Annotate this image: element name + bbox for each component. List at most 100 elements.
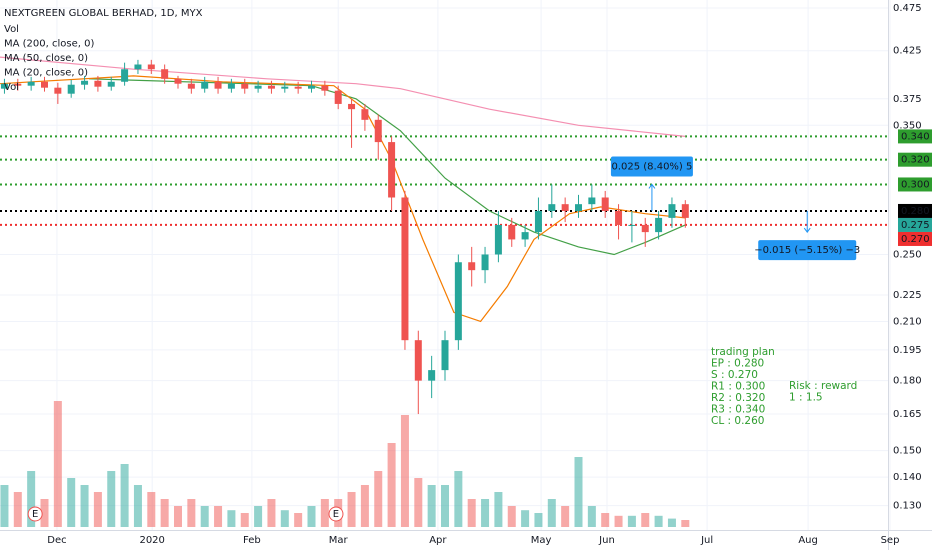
volume-bar (481, 499, 490, 527)
volume-bar (347, 492, 356, 527)
volume-bar (521, 510, 530, 527)
x-tick-label: May (531, 535, 552, 546)
volume-bar (200, 506, 209, 527)
volume-bar (160, 499, 169, 527)
y-tick-label: 0.350 (893, 120, 922, 131)
y-tick-label: 0.150 (893, 446, 922, 457)
candle-body (414, 340, 422, 381)
candle-body (468, 262, 476, 271)
plan-line: S : 0.270 (711, 369, 758, 381)
volume-bar (107, 471, 116, 527)
volume-bar (547, 499, 556, 527)
volume-bar (454, 471, 463, 527)
volume-bar (267, 499, 276, 527)
y-tick-label: 0.195 (893, 345, 922, 356)
legend: Vol MA (200, close, 0) MA (50, close, 0) MA… (4, 24, 94, 93)
volume-bar (147, 492, 156, 527)
candle-body (241, 83, 249, 89)
candle-body (481, 254, 489, 271)
volume-bar (0, 485, 9, 527)
candle-body (628, 224, 636, 226)
legend-entry: MA (50, close, 0) (4, 53, 88, 64)
event-marker (27, 506, 43, 522)
y-tick-label: 0.375 (893, 94, 922, 105)
y-tick-label: 0.130 (893, 501, 922, 512)
candle-body (494, 224, 502, 255)
plan-line: R2 : 0.320 (711, 392, 765, 404)
candle-body (27, 81, 35, 86)
volume-bar (214, 506, 223, 527)
x-tick-label: 2020 (139, 535, 164, 546)
y-tick-label: 0.140 (893, 472, 922, 483)
volume-bar (681, 520, 690, 527)
x-tick-label: Mar (329, 535, 349, 546)
legend-entry: Vol (4, 24, 19, 35)
measure-label: 0.025 (8.40%) 5 (611, 161, 692, 172)
candle-body (254, 85, 262, 89)
volume-bar (227, 510, 236, 527)
y-tick-label: 0.165 (893, 409, 922, 420)
candle-body (561, 204, 569, 211)
measure-box (610, 156, 693, 177)
candle-body (681, 204, 689, 218)
candle-body (227, 83, 235, 89)
candle-body (361, 109, 369, 120)
chart-title: NEXTGREEN GLOBAL BERHAD, 1D, MYX (4, 8, 203, 19)
candle-body (0, 83, 8, 89)
candle-body (294, 86, 302, 89)
price-label-box (898, 217, 932, 232)
volume-bar (294, 513, 303, 527)
candle-body (107, 81, 115, 87)
x-tick-label: Jun (598, 535, 615, 546)
legend-entry: Vol (4, 82, 19, 93)
volume-bar (80, 485, 89, 527)
volume-bar (13, 492, 22, 527)
candle-body (401, 197, 409, 341)
volume-bar (40, 499, 49, 527)
candle-body (641, 224, 649, 233)
risk-reward-line: Risk : reward (789, 380, 857, 392)
candle-body (134, 64, 142, 70)
y-tick-label: 0.475 (893, 3, 922, 14)
volume-bar (667, 518, 676, 527)
volume-bar (574, 457, 583, 527)
candle-body (668, 204, 676, 218)
candle-body (174, 78, 182, 84)
arrow-head (648, 183, 656, 189)
y-tick-label: 0.210 (893, 316, 922, 327)
volume-bar (494, 492, 503, 527)
price-label-box (898, 177, 932, 192)
volume-bar (187, 499, 196, 527)
volume-bar (120, 464, 129, 527)
price-label: 0.280 (901, 206, 930, 217)
price-label-box (898, 129, 932, 144)
candle-body (54, 87, 62, 94)
price-label: 0.340 (901, 131, 930, 142)
candle-body (534, 210, 542, 233)
event-marker (328, 506, 344, 522)
candle-body (454, 262, 462, 341)
volume-bar (601, 513, 610, 527)
volume-bar (174, 506, 182, 527)
candles (0, 59, 689, 415)
plan-line: trading plan (711, 346, 775, 358)
volume-bar (561, 506, 570, 527)
volume-bar (374, 471, 383, 527)
volume-bar (53, 401, 62, 527)
candle-body (41, 81, 48, 88)
volume-bar (641, 513, 650, 527)
candle-body (201, 81, 209, 89)
price-label-box (898, 152, 932, 167)
volume-bar (467, 499, 476, 527)
price-label: 0.275 (901, 220, 930, 231)
x-tick-label: Sep (881, 535, 900, 546)
candle-body (67, 84, 75, 94)
candle-body (615, 210, 623, 225)
candle-body (428, 370, 436, 381)
volume-bar (414, 478, 423, 527)
risk-reward-line: 1 : 1.5 (789, 392, 823, 404)
candle-body (187, 83, 195, 89)
measure-label: −0.015 (−5.15%) −3 (754, 245, 860, 256)
